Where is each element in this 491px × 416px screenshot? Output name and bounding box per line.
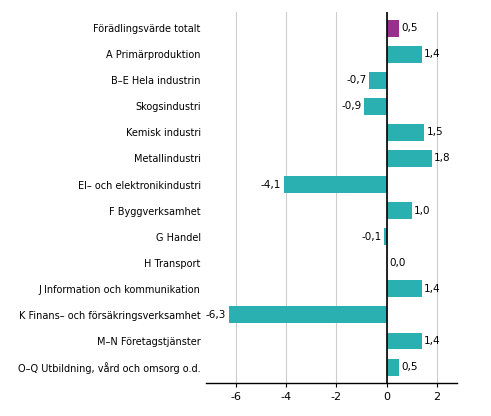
Bar	[386, 359, 399, 376]
Bar	[384, 228, 386, 245]
Text: -0,1: -0,1	[361, 232, 382, 242]
Bar	[386, 202, 411, 219]
Bar	[229, 307, 386, 323]
Bar	[386, 124, 424, 141]
Text: 1,4: 1,4	[424, 49, 441, 59]
Text: 1,4: 1,4	[424, 336, 441, 346]
Bar	[386, 46, 422, 63]
Bar	[369, 72, 386, 89]
Text: 1,4: 1,4	[424, 284, 441, 294]
Bar	[364, 98, 386, 115]
Text: 1,8: 1,8	[434, 154, 451, 163]
Bar	[386, 150, 432, 167]
Bar	[386, 280, 422, 297]
Text: 0,0: 0,0	[389, 258, 406, 268]
Text: 1,0: 1,0	[414, 206, 431, 215]
Text: 0,5: 0,5	[402, 23, 418, 33]
Bar	[386, 20, 399, 37]
Text: 0,5: 0,5	[402, 362, 418, 372]
Text: -0,7: -0,7	[346, 75, 366, 85]
Text: -0,9: -0,9	[341, 102, 361, 111]
Bar	[284, 176, 386, 193]
Text: -4,1: -4,1	[261, 180, 281, 190]
Text: -6,3: -6,3	[206, 310, 226, 320]
Bar	[386, 332, 422, 349]
Text: 1,5: 1,5	[427, 127, 443, 137]
